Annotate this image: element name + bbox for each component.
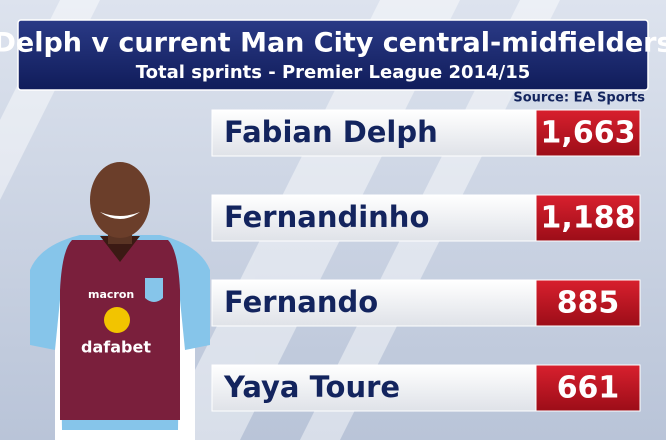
value-box	[535, 109, 641, 157]
value-box	[535, 364, 641, 412]
sprint-count: 661	[557, 371, 620, 406]
name-bar	[211, 279, 537, 327]
sprint-count: 1,663	[541, 116, 636, 151]
value-box	[535, 279, 641, 327]
kit-maker: macron	[88, 288, 134, 301]
rows: Fabian Delph 1,663 Fernandinho 1,188 Fernand…	[211, 109, 641, 412]
source: Source: EA Sports	[513, 91, 645, 106]
player-name: Fabian Delph	[224, 115, 438, 149]
subtitle: Total sprints - Premier League 2014/15	[136, 62, 531, 83]
player-name: Fernando	[224, 285, 378, 319]
sprint-count: 1,188	[541, 201, 636, 236]
title-bar	[17, 19, 649, 91]
value-box	[535, 194, 641, 242]
player-photo: macron dafabet	[30, 162, 210, 440]
player-name: Yaya Toure	[223, 370, 400, 404]
sprint-count: 885	[557, 286, 620, 321]
title: Delph v current Man City central-midfiel…	[0, 28, 666, 59]
sponsor: dafabet	[81, 338, 151, 357]
name-bar	[211, 194, 537, 242]
player-name: Fernandinho	[224, 200, 429, 234]
